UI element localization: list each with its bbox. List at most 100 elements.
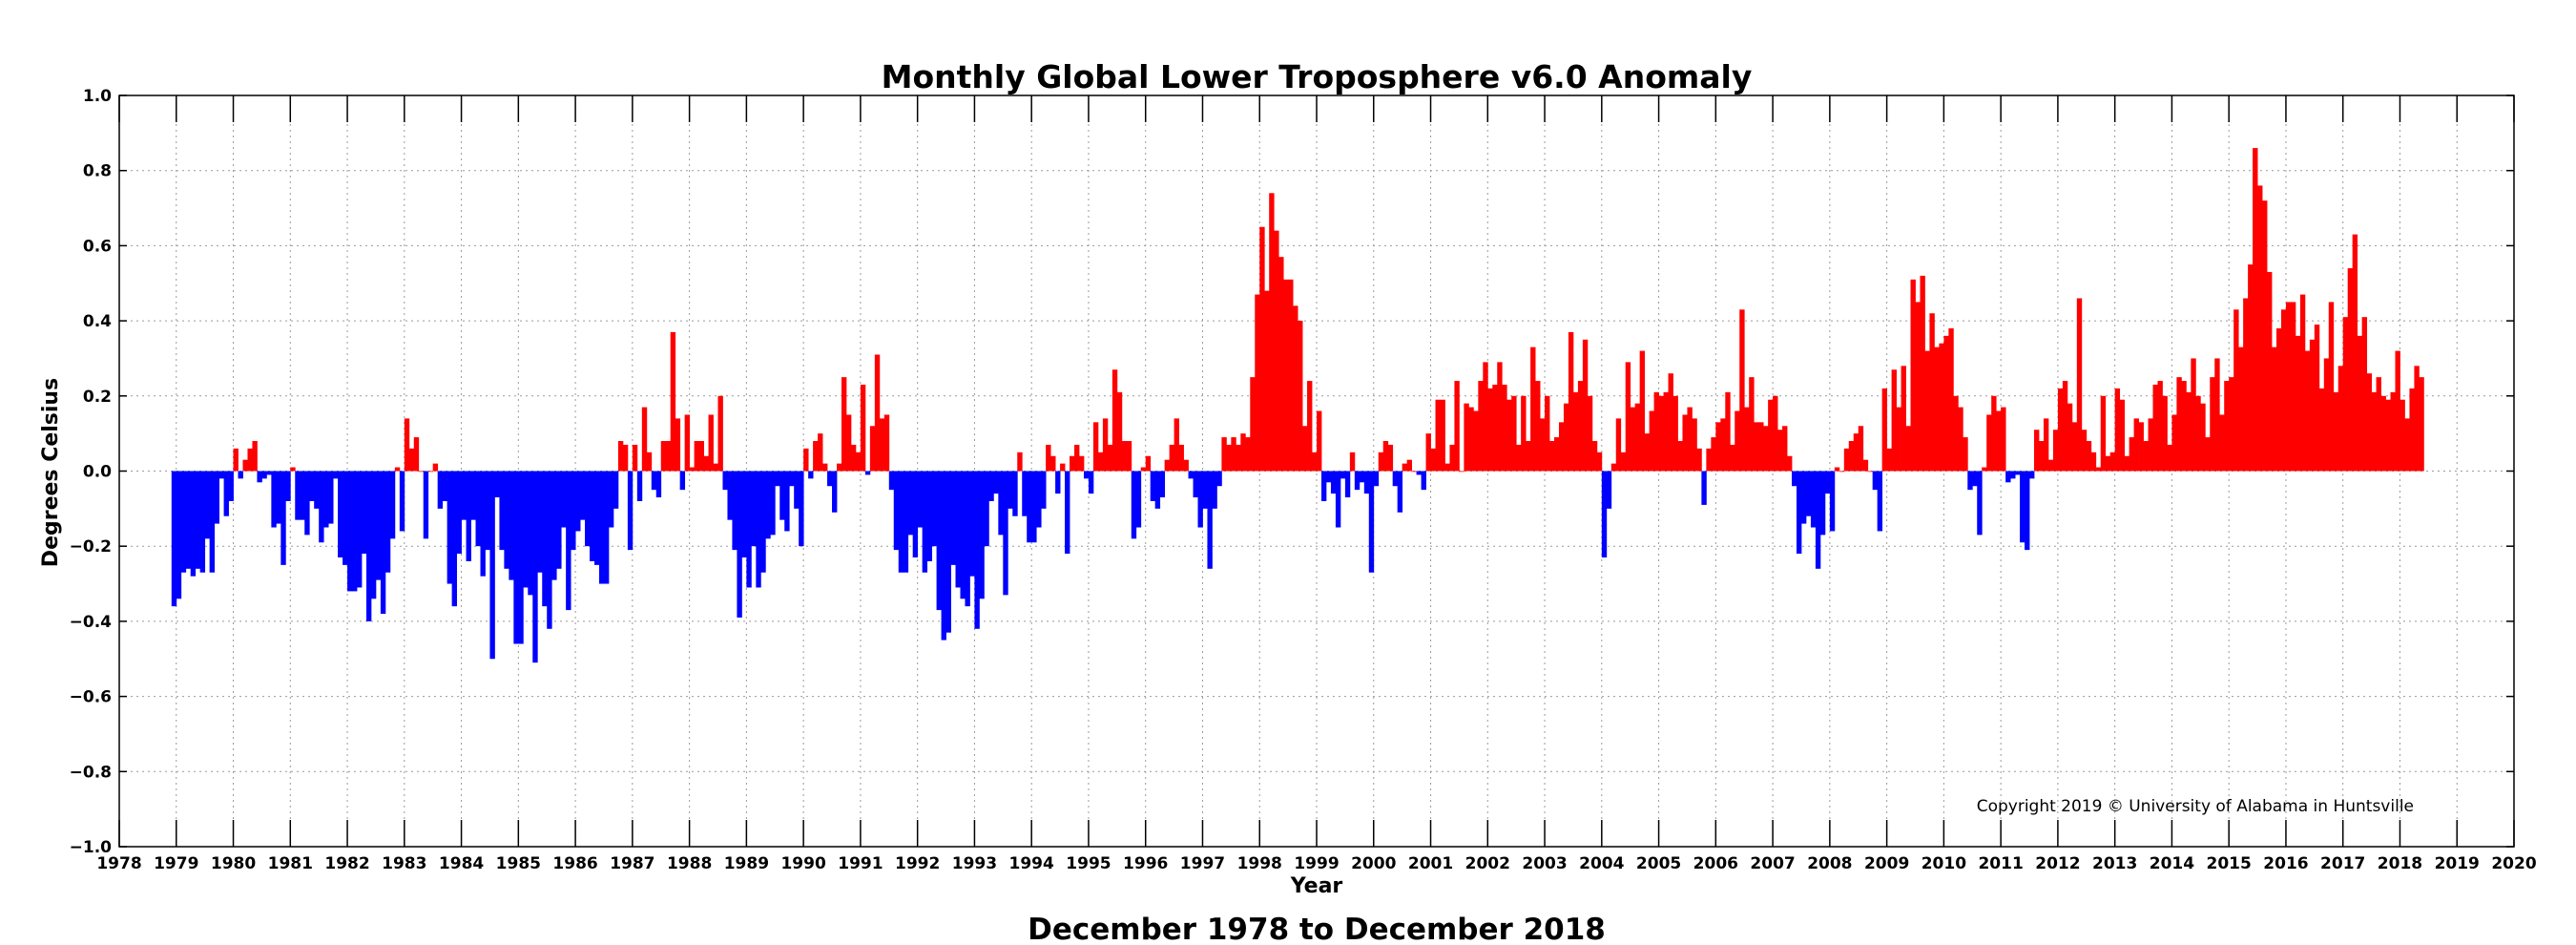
anomaly-bar	[1768, 399, 1774, 472]
anomaly-bar	[451, 471, 457, 607]
anomaly-bar	[2047, 459, 2054, 472]
anomaly-bar	[399, 471, 405, 532]
anomaly-bar	[442, 471, 448, 501]
anomaly-bar	[1948, 327, 1954, 472]
anomaly-bar	[1159, 471, 1166, 498]
anomaly-bar	[1596, 452, 1603, 472]
anomaly-bar	[2309, 339, 2316, 472]
y-tick-label: −0.2	[70, 537, 112, 556]
anomaly-bar	[1630, 407, 1636, 472]
anomaly-bar	[1302, 426, 1308, 472]
x-tick-label: 2008	[1807, 854, 1852, 873]
anomaly-bar	[2038, 441, 2045, 472]
anomaly-bar	[1464, 403, 1469, 472]
anomaly-bar	[1111, 369, 1118, 472]
anomaly-bar	[361, 471, 367, 555]
anomaly-bar	[2138, 422, 2144, 472]
anomaly-bar	[998, 471, 1004, 536]
anomaly-bar	[1862, 459, 1869, 472]
anomaly-bar	[537, 471, 543, 573]
anomaly-bar	[1730, 444, 1735, 472]
anomaly-bar	[2105, 455, 2111, 472]
anomaly-bar	[974, 471, 980, 629]
anomaly-bar	[931, 471, 937, 547]
anomaly-bar	[2295, 335, 2301, 472]
anomaly-bar	[1107, 444, 1113, 472]
anomaly-bar	[2224, 381, 2230, 472]
anomaly-bar	[813, 441, 819, 472]
anomaly-bar	[551, 471, 557, 580]
anomaly-bar	[2323, 358, 2330, 472]
anomaly-bar	[408, 448, 415, 472]
anomaly-bar	[732, 471, 737, 551]
anomaly-bar	[1440, 399, 1445, 472]
y-tick-label: 0.2	[83, 388, 112, 407]
anomaly-bar	[2195, 395, 2201, 472]
anomaly-bar	[1601, 471, 1608, 558]
anomaly-bar	[489, 471, 495, 660]
anomaly-bar	[903, 471, 909, 573]
anomaly-bar	[1824, 471, 1831, 494]
anomaly-bar	[955, 471, 961, 588]
anomaly-bar	[1535, 381, 1541, 472]
anomaly-bar	[646, 452, 653, 472]
anomaly-bar	[1511, 395, 1517, 472]
anomaly-bar	[1663, 391, 1669, 472]
anomaly-bar	[1392, 471, 1399, 487]
anomaly-bar	[1183, 459, 1189, 472]
anomaly-bar	[190, 471, 197, 577]
anomaly-bar	[1008, 471, 1013, 509]
anomaly-bar	[694, 441, 699, 472]
anomaly-bar	[1140, 467, 1147, 472]
anomaly-bar	[2010, 471, 2016, 479]
anomaly-bar	[271, 471, 277, 528]
anomaly-bar	[1131, 471, 1137, 539]
x-tick-label: 1998	[1237, 854, 1282, 873]
anomaly-bar	[1796, 471, 1802, 555]
anomaly-bar	[1672, 395, 1678, 472]
anomaly-bar	[357, 471, 363, 588]
anomaly-bar	[1022, 471, 1028, 516]
anomaly-bar	[1036, 471, 1042, 528]
anomaly-bar	[1264, 290, 1270, 472]
anomaly-bar	[532, 471, 538, 663]
anomaly-bar	[1330, 471, 1337, 494]
anomaly-bar	[432, 463, 439, 472]
anomaly-bar	[1834, 467, 1840, 472]
x-tick-label: 1999	[1294, 854, 1339, 873]
anomaly-bar	[641, 407, 648, 472]
anomaly-bar	[1991, 395, 1997, 472]
x-tick-label: 2013	[2092, 854, 2137, 873]
anomaly-bar	[1406, 459, 1413, 472]
anomaly-bar	[1649, 410, 1654, 472]
anomaly-bar	[775, 471, 780, 487]
anomaly-bar	[2328, 302, 2335, 472]
anomaly-bar	[513, 471, 519, 644]
anomaly-bar	[879, 418, 885, 472]
anomaly-bar	[1725, 391, 1731, 472]
anomaly-bar	[1506, 399, 1512, 472]
anomaly-bar	[713, 463, 718, 472]
x-tick-label: 1983	[382, 854, 426, 873]
anomaly-bar	[1378, 452, 1384, 472]
anomaly-bar	[1982, 467, 1987, 472]
anomaly-bar	[770, 471, 776, 536]
anomaly-bar	[850, 444, 857, 472]
anomaly-bar	[266, 471, 272, 475]
anomaly-bar	[2015, 471, 2021, 475]
anomaly-bar	[352, 471, 358, 592]
anomaly-bar	[585, 471, 591, 547]
anomaly-bar	[1492, 384, 1498, 472]
anomaly-bar	[2176, 377, 2182, 472]
anomaly-bar	[1963, 437, 1968, 472]
anomaly-bar	[2043, 418, 2049, 472]
anomaly-bar	[199, 471, 206, 573]
anomaly-bar	[698, 441, 704, 472]
anomaly-bar	[727, 471, 733, 520]
anomaly-bar	[1269, 193, 1275, 472]
anomaly-bar	[1715, 422, 1721, 472]
anomaly-bar	[760, 471, 766, 573]
anomaly-bar	[1696, 448, 1702, 472]
x-tick-label: 2011	[1978, 854, 2023, 873]
anomaly-bar	[1065, 471, 1070, 555]
